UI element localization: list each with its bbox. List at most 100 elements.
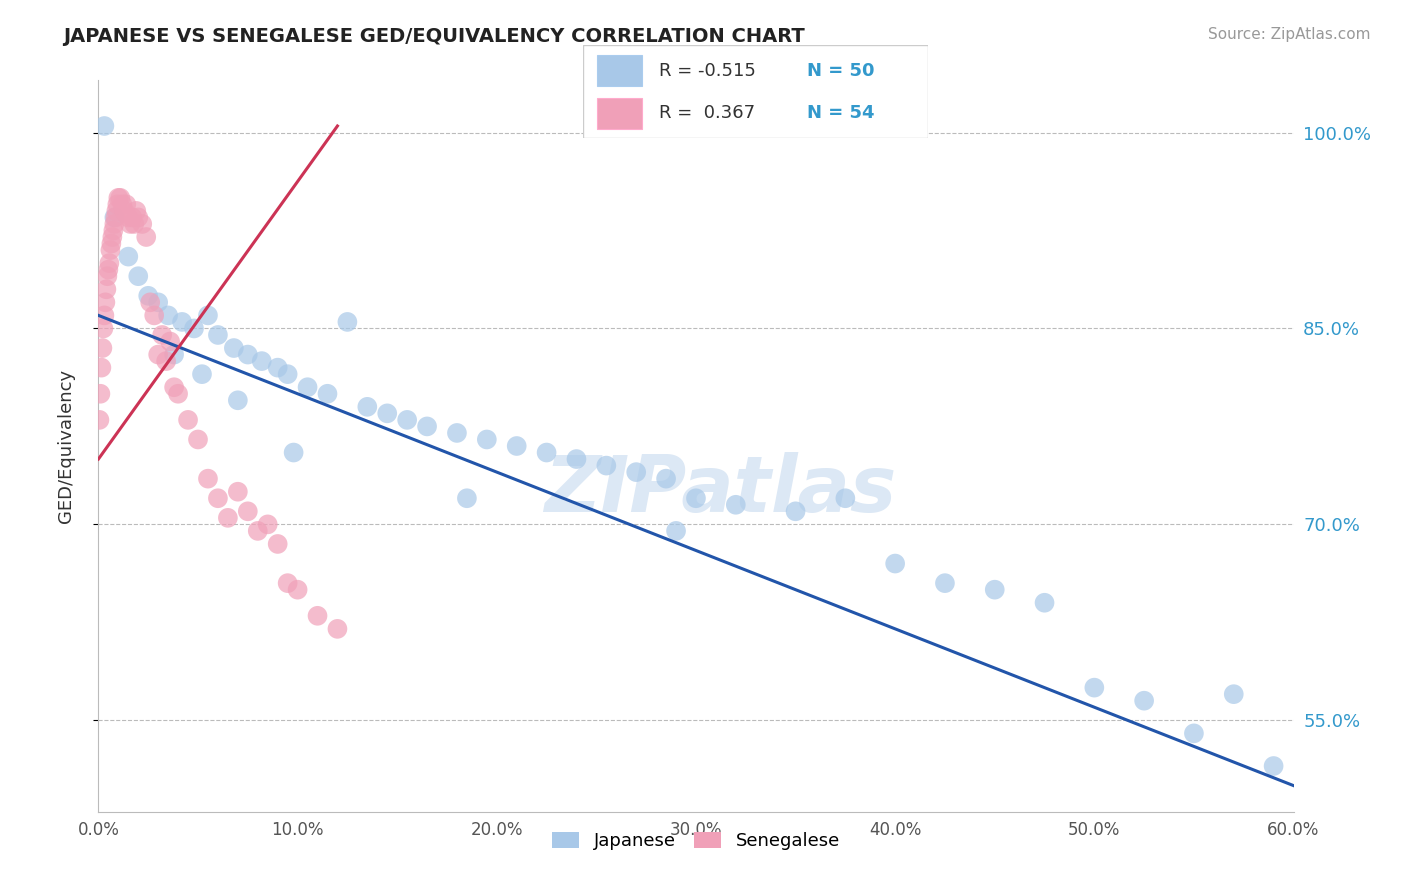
Point	[226, 484, 249, 499]
Point	[655, 472, 678, 486]
Point	[93, 321, 115, 335]
Point	[1033, 596, 1056, 610]
Point	[117, 211, 139, 225]
Point	[356, 400, 378, 414]
Point	[236, 348, 259, 362]
Point	[626, 465, 648, 479]
Point	[93, 309, 115, 323]
Point	[115, 197, 138, 211]
Point	[159, 334, 181, 349]
Point	[148, 348, 170, 362]
FancyBboxPatch shape	[598, 55, 643, 86]
Point	[416, 419, 439, 434]
Point	[287, 582, 309, 597]
Point	[222, 341, 245, 355]
Point	[89, 413, 111, 427]
Point	[785, 504, 807, 518]
Point	[150, 328, 173, 343]
Point	[197, 472, 219, 486]
Point	[183, 321, 205, 335]
Point	[103, 217, 125, 231]
Point	[595, 458, 617, 473]
Point	[98, 256, 121, 270]
Point	[217, 511, 239, 525]
Point	[326, 622, 349, 636]
Point	[101, 230, 124, 244]
Point	[475, 433, 498, 447]
Point	[177, 413, 200, 427]
Point	[111, 197, 134, 211]
Point	[90, 360, 112, 375]
Point	[117, 250, 139, 264]
FancyBboxPatch shape	[583, 45, 928, 138]
Point	[125, 203, 148, 218]
Point	[246, 524, 269, 538]
Point	[197, 309, 219, 323]
Point	[297, 380, 319, 394]
Point	[97, 262, 120, 277]
Point	[834, 491, 856, 506]
Point	[456, 491, 478, 506]
Point	[207, 328, 229, 343]
Text: Source: ZipAtlas.com: Source: ZipAtlas.com	[1208, 27, 1371, 42]
Point	[1133, 694, 1156, 708]
Point	[94, 295, 117, 310]
Point	[112, 203, 135, 218]
Point	[1083, 681, 1105, 695]
Point	[984, 582, 1007, 597]
Point	[139, 295, 162, 310]
Point	[105, 203, 128, 218]
FancyBboxPatch shape	[598, 98, 643, 129]
Point	[267, 537, 290, 551]
Point	[148, 295, 170, 310]
Text: R =  0.367: R = 0.367	[659, 104, 755, 122]
Point	[163, 348, 186, 362]
Point	[396, 413, 419, 427]
Point	[107, 191, 129, 205]
Point	[136, 289, 159, 303]
Point	[163, 380, 186, 394]
Point	[103, 223, 125, 237]
Point	[172, 315, 194, 329]
Point	[934, 576, 956, 591]
Point	[191, 367, 214, 381]
Point	[127, 211, 149, 225]
Point	[536, 445, 558, 459]
Point	[336, 315, 359, 329]
Point	[506, 439, 529, 453]
Point	[157, 309, 180, 323]
Point	[127, 269, 149, 284]
Point	[89, 386, 111, 401]
Text: ZIPatlas: ZIPatlas	[544, 452, 896, 528]
Point	[143, 309, 166, 323]
Point	[307, 608, 329, 623]
Point	[236, 504, 259, 518]
Point	[104, 211, 127, 225]
Point	[316, 386, 339, 401]
Point	[110, 191, 132, 205]
Point	[884, 557, 907, 571]
Text: R = -0.515: R = -0.515	[659, 62, 756, 79]
Text: JAPANESE VS SENEGALESE GED/EQUIVALENCY CORRELATION CHART: JAPANESE VS SENEGALESE GED/EQUIVALENCY C…	[63, 27, 806, 45]
Point	[1182, 726, 1205, 740]
Point	[267, 360, 290, 375]
Point	[1263, 759, 1285, 773]
Point	[1223, 687, 1246, 701]
Y-axis label: GED/Equivalency: GED/Equivalency	[56, 369, 75, 523]
Point	[375, 406, 398, 420]
Point	[724, 498, 747, 512]
Point	[155, 354, 177, 368]
Point	[91, 341, 114, 355]
Point	[105, 197, 128, 211]
Point	[93, 119, 115, 133]
Point	[167, 386, 190, 401]
Point	[96, 282, 118, 296]
Point	[121, 211, 143, 225]
Text: N = 54: N = 54	[807, 104, 875, 122]
Point	[250, 354, 273, 368]
Point	[446, 425, 468, 440]
Point	[565, 452, 588, 467]
Point	[283, 445, 305, 459]
Point	[187, 433, 209, 447]
Point	[96, 269, 118, 284]
